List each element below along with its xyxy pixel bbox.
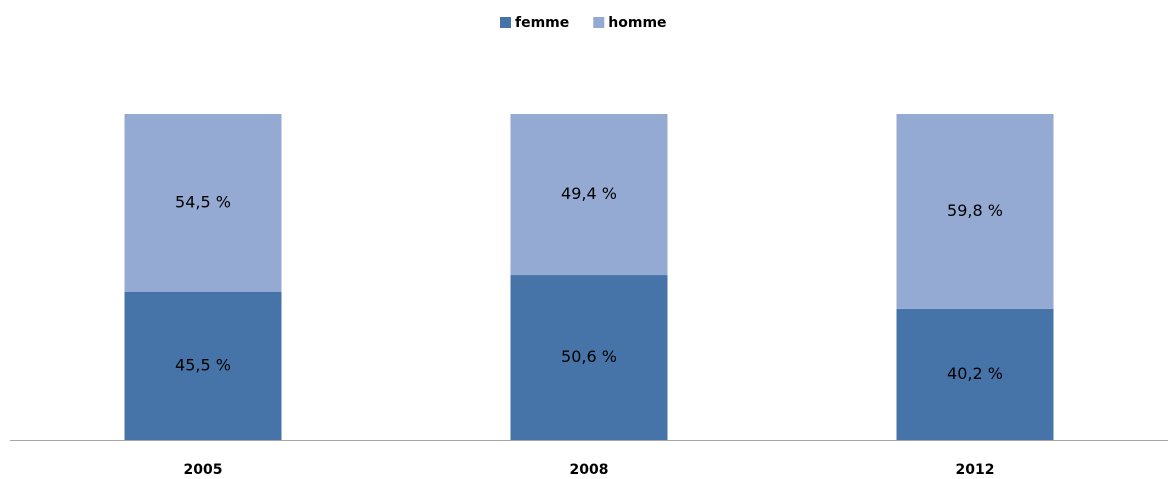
legend-swatch — [500, 17, 511, 28]
value-label: 59,8 % — [947, 201, 1003, 220]
value-label: 49,4 % — [561, 184, 617, 203]
legend-swatch — [593, 17, 605, 28]
value-label: 50,6 % — [561, 347, 617, 366]
bar-segment — [896, 308, 1054, 440]
value-label: 54,5 % — [175, 192, 231, 211]
bar-segment — [510, 114, 668, 276]
x-tick-label: 2005 — [184, 462, 223, 478]
legend-label: homme — [608, 15, 666, 31]
bar-segment — [124, 291, 282, 440]
value-label: 45,5 % — [175, 355, 231, 374]
bar-segment — [896, 114, 1054, 309]
bar-segment — [124, 114, 282, 292]
x-tick-label: 2008 — [570, 462, 609, 478]
bar-segment — [510, 275, 668, 440]
x-tick-label: 2012 — [956, 462, 995, 478]
value-label: 40,2 % — [947, 364, 1003, 383]
legend-label: femme — [515, 15, 569, 31]
